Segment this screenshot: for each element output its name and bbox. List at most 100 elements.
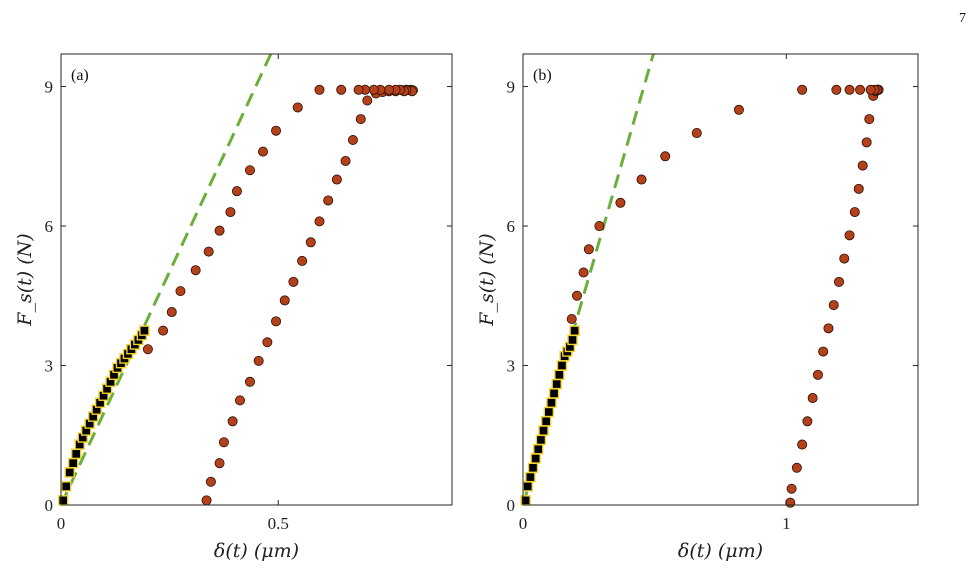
data-point-circle	[234, 395, 245, 406]
data-point-circle	[583, 244, 594, 255]
data-point-circle	[305, 237, 316, 248]
data-point-circle	[292, 102, 303, 113]
panel-label-b: (b)	[533, 67, 552, 84]
data-point-square	[67, 457, 79, 469]
data-point-circle	[786, 483, 797, 494]
data-point-circle	[855, 84, 866, 95]
y-tick-label: 9	[45, 78, 54, 97]
data-point-circle	[353, 84, 364, 95]
data-point-circle	[225, 207, 236, 218]
page-number: 7	[959, 11, 966, 26]
data-point-circle	[368, 84, 379, 95]
data-point-circle	[347, 135, 358, 146]
data-point-circle	[691, 128, 702, 139]
axes-frame	[522, 53, 919, 506]
data-point-circle	[244, 376, 255, 387]
x-tick-label: 1	[782, 514, 791, 533]
data-point-circle	[142, 344, 153, 355]
data-point-circle	[812, 369, 823, 380]
data-point-circle	[214, 458, 225, 469]
y-tick-label: 9	[507, 78, 516, 97]
data-point-circle	[861, 137, 872, 148]
data-point-circle	[262, 337, 273, 348]
data-point-circle	[314, 216, 325, 227]
data-point-circle	[340, 155, 351, 166]
x-tick-label: 0.5	[268, 514, 289, 533]
data-point-circle	[791, 462, 802, 473]
data-point-circle	[615, 197, 626, 208]
data-point-square	[139, 325, 150, 336]
y-tick-label: 3	[45, 357, 54, 376]
data-point-circle	[865, 84, 876, 95]
data-point-square	[567, 334, 578, 346]
fit-line	[61, 54, 273, 505]
data-point-circle	[839, 253, 850, 264]
y-tick-label: 0	[507, 496, 516, 515]
data-point-square	[551, 378, 562, 390]
y-tick-label: 6	[45, 217, 54, 236]
panel-label-a: (a)	[71, 67, 89, 84]
data-point-square	[530, 453, 541, 464]
data-point-circle	[355, 114, 366, 125]
data-point-square	[527, 462, 539, 474]
data-point-circle	[201, 495, 212, 506]
chart-panel-b: 0 1 0 3 6 9 (b) δ(t) (μm) F_s(t) (N)	[476, 53, 919, 562]
data-point-circle	[190, 265, 201, 276]
data-point-circle	[818, 346, 829, 357]
data-point-square	[556, 360, 568, 371]
data-point-circle	[849, 207, 860, 218]
data-point-circle	[857, 160, 868, 171]
data-point-circle	[864, 114, 875, 125]
data-point-circle	[279, 295, 290, 306]
data-point-circle	[571, 290, 582, 301]
data-point-circle	[802, 416, 813, 427]
data-point-square	[543, 406, 555, 418]
x-axis-label: δ(t) (μm)	[678, 540, 763, 562]
data-point-square	[569, 325, 580, 336]
data-point-circle	[271, 316, 282, 327]
data-point-square	[522, 481, 533, 492]
data-point-square	[538, 425, 549, 436]
data-point-circle	[205, 476, 216, 487]
data-point-circle	[828, 300, 839, 311]
data-point-circle	[214, 225, 225, 236]
data-point-square	[540, 416, 552, 427]
x-tick-label: 0	[57, 514, 66, 533]
data-point-square	[535, 434, 547, 446]
data-point-circle	[331, 174, 342, 185]
data-point-circle	[844, 230, 855, 241]
data-point-square	[71, 448, 82, 460]
x-axis-label: δ(t) (μm)	[214, 540, 299, 562]
y-axis-label: F_s(t) (N)	[476, 233, 498, 326]
y-tick-label: 3	[507, 357, 516, 376]
data-point-circle	[231, 186, 242, 197]
data-point-circle	[227, 416, 238, 427]
data-point-circle	[384, 84, 395, 95]
chart-panel-a: 0 0.5 0 3 6 9 (a) δ(t) (μm) F_s(t) (N)	[14, 53, 453, 562]
data-point-circle	[314, 84, 325, 95]
data-point-circle	[336, 84, 347, 95]
data-point-square	[61, 481, 72, 492]
data-point-circle	[218, 437, 229, 448]
y-axis-label: F_s(t) (N)	[14, 233, 36, 326]
data-point-circle	[323, 195, 334, 206]
data-point-circle	[175, 286, 186, 297]
data-point-circle	[807, 393, 818, 404]
data-point-circle	[203, 246, 214, 257]
data-point-circle	[823, 323, 834, 334]
data-point-circle	[797, 84, 808, 95]
data-point-circle	[166, 307, 177, 318]
data-point-circle	[831, 84, 842, 95]
data-point-circle	[834, 276, 845, 287]
data-point-circle	[578, 267, 589, 278]
data-point-circle	[244, 165, 255, 176]
data-point-circle	[733, 104, 744, 115]
data-point-square	[57, 495, 69, 506]
data-point-circle	[853, 183, 864, 194]
data-point-square	[546, 397, 557, 408]
data-point-circle	[785, 497, 796, 508]
data-point-circle	[797, 439, 808, 450]
x-tick-label: 0	[519, 514, 528, 533]
data-point-circle	[362, 95, 373, 106]
data-point-square	[548, 388, 560, 399]
